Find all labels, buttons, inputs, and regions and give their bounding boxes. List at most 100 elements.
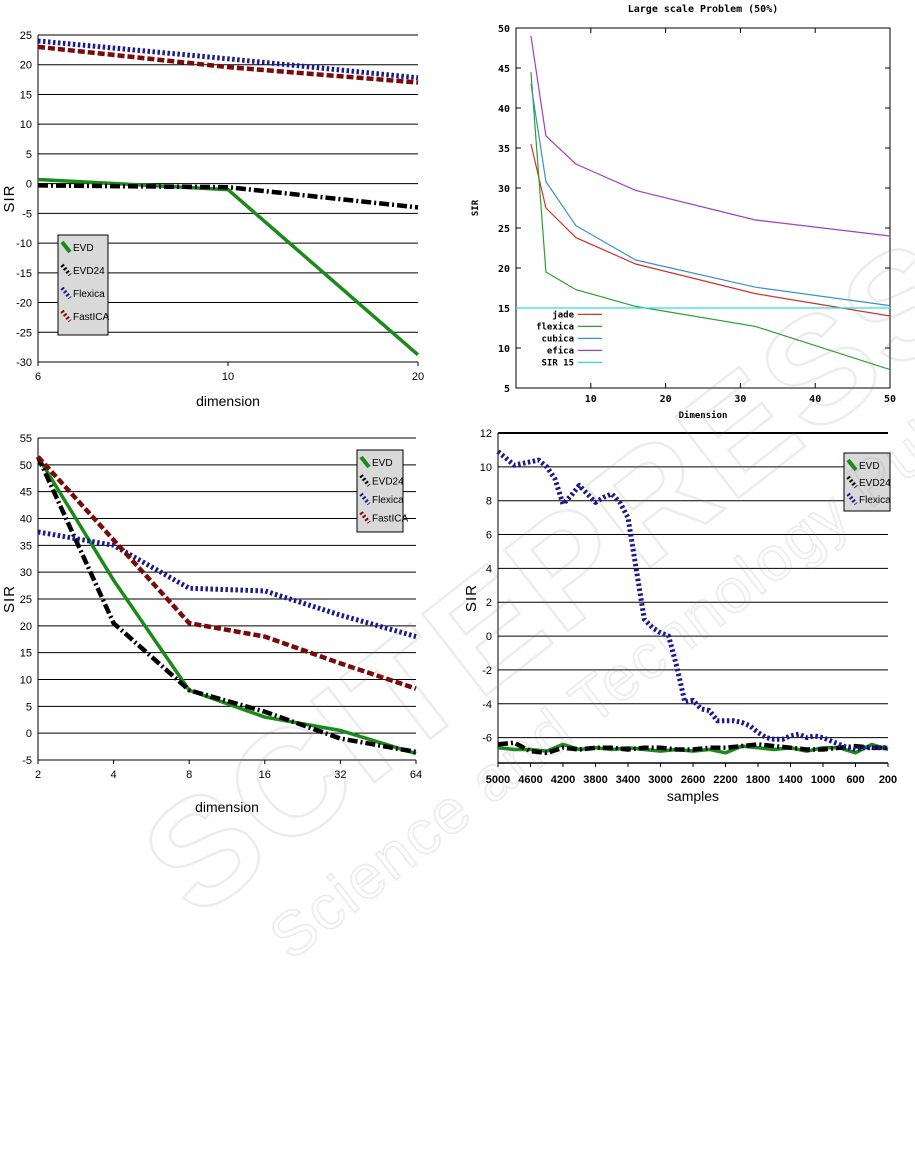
legend-label: EVD24 <box>73 266 105 277</box>
legend-label: Flexica <box>859 495 891 506</box>
y-tick-label: 40 <box>498 104 510 115</box>
legend-label: Flexica <box>372 495 404 506</box>
y-tick-label: -6 <box>482 733 492 745</box>
legend-label: Flexica <box>73 289 105 300</box>
x-tick-label: 3000 <box>648 774 672 786</box>
y-tick-label: 10 <box>20 119 32 131</box>
y-tick-label: 40 <box>20 514 32 526</box>
x-tick-label: 64 <box>410 769 422 781</box>
y-tick-label: 12 <box>480 428 492 440</box>
x-tick-label: 40 <box>809 394 821 405</box>
series-line-evd <box>36 455 417 756</box>
legend-label: FastICA <box>372 514 408 525</box>
series-group <box>37 38 420 357</box>
x-tick-label: 50 <box>884 394 896 405</box>
series-group <box>35 455 417 756</box>
x-tick-label: 200 <box>879 774 897 786</box>
y-tick-label: 15 <box>498 304 510 315</box>
x-tick-label: 10 <box>585 394 597 405</box>
series-group <box>516 35 891 371</box>
y-tick-label: -30 <box>16 357 32 369</box>
x-tick-label: 20 <box>412 371 424 383</box>
x-tick-label: 8 <box>186 769 192 781</box>
x-tick-label: 32 <box>334 769 346 781</box>
y-tick-label: 5 <box>504 384 510 395</box>
series-line-evd24 <box>497 740 888 756</box>
y-tick-label: 0 <box>26 728 32 740</box>
y-tick-label: -15 <box>16 268 32 280</box>
y-tick-label: 30 <box>20 567 32 579</box>
chart-top-right-svg: Large scale Problem (50%) 5 10 15 20 25 30 35 40… <box>471 4 896 421</box>
chart-top-right: Large scale Problem (50%) 5 10 15 20 25 30 35 40… <box>462 0 915 430</box>
x-axis-label: samples <box>667 788 719 804</box>
chart-bottom-right: 12 10 8 6 4 2 0 -2 -4 -6 5000 4600 4200 3800 3400 3000 2… <box>460 425 915 830</box>
y-tick-label: 5 <box>26 701 32 713</box>
x-tick-label: 3800 <box>583 774 607 786</box>
legend-label: jade <box>552 309 574 320</box>
y-tick-label: 30 <box>498 184 510 195</box>
x-tick-label: 6 <box>35 371 41 383</box>
series-line-cubica <box>530 83 891 307</box>
legend-swatch <box>846 458 858 472</box>
y-tick-label: 10 <box>480 462 492 474</box>
y-tick-label: 10 <box>20 675 32 687</box>
legend-label: SIR 15 <box>541 358 574 368</box>
series-line-evd24 <box>37 183 419 210</box>
y-tick-label: -5 <box>22 755 32 767</box>
series-line-flexica <box>37 38 419 81</box>
x-tick-label: 2600 <box>681 774 705 786</box>
legend-label: EVD <box>372 458 393 469</box>
y-tick-label: 8 <box>486 496 492 508</box>
legend: EVD EVD24 Flexica FastICA <box>356 449 408 533</box>
series-line-efica <box>530 35 891 237</box>
y-tick-label: 4 <box>486 563 492 575</box>
chart-bottom-right-svg: 12 10 8 6 4 2 0 -2 -4 -6 5000 4600 4200 3800 3400 3000 2… <box>463 428 897 804</box>
legend-label: cubica <box>541 333 574 344</box>
y-tick-label: 0 <box>26 179 32 191</box>
series-line-jade <box>530 143 891 317</box>
y-tick-label: 45 <box>20 487 32 499</box>
legend-label: FastICA <box>73 312 109 323</box>
y-tick-label: 20 <box>20 621 32 633</box>
legend-label: flexica <box>536 321 574 332</box>
y-tick-label: 45 <box>498 64 510 75</box>
legend-label: EVD <box>859 461 880 472</box>
x-tick-label: 20 <box>660 394 672 405</box>
y-tick-label: 6 <box>486 530 492 542</box>
y-tick-label: 25 <box>498 224 510 235</box>
y-tick-label: 50 <box>498 24 510 35</box>
series-line-fastica <box>36 455 417 691</box>
x-tick-label: 2200 <box>713 774 737 786</box>
series-line-flexica <box>37 529 417 639</box>
x-tick-label: 1800 <box>746 774 770 786</box>
x-tick-label: 600 <box>846 774 864 786</box>
y-tick-label: 20 <box>498 264 510 275</box>
x-tick-label: 3400 <box>616 774 640 786</box>
y-tick-label: 25 <box>20 594 32 606</box>
y-tick-label: 20 <box>20 60 32 72</box>
chart-bottom-left: 55 50 45 40 35 30 25 20 15 10 5 0 -5 2 4 8 16 32 64 dimensi… <box>0 430 440 830</box>
y-tick-label: 5 <box>26 149 32 161</box>
x-tick-label: 30 <box>734 394 746 405</box>
y-tick-label: 15 <box>20 89 32 101</box>
chart-top-left: 25 20 15 10 5 0 -5 -10 -15 -20 -25 -30 6 10 20 dimensio… <box>0 20 440 430</box>
y-tick-label: 50 <box>20 460 32 472</box>
x-tick-label: 5000 <box>486 774 510 786</box>
x-tick-label: 4 <box>111 769 117 781</box>
x-tick-label: 1000 <box>811 774 835 786</box>
y-axis-label: SIR <box>1 184 18 212</box>
legend-label: EVD24 <box>859 478 891 489</box>
y-tick-label: 25 <box>20 30 32 42</box>
legend-label: efica <box>547 345 574 356</box>
series-line-evd <box>37 177 420 357</box>
series-line-flexica <box>530 71 891 371</box>
y-tick-label: 15 <box>20 648 32 660</box>
legend: EVD EVD24 Flexica <box>843 452 891 512</box>
x-tick-label: 16 <box>259 769 271 781</box>
legend: EVD EVD24 Flexica FastICA <box>57 234 109 336</box>
y-axis-label: SIR <box>471 199 481 216</box>
legend-label: EVD24 <box>372 477 404 488</box>
legend-swatch <box>359 455 371 469</box>
y-tick-label: -2 <box>482 665 492 677</box>
